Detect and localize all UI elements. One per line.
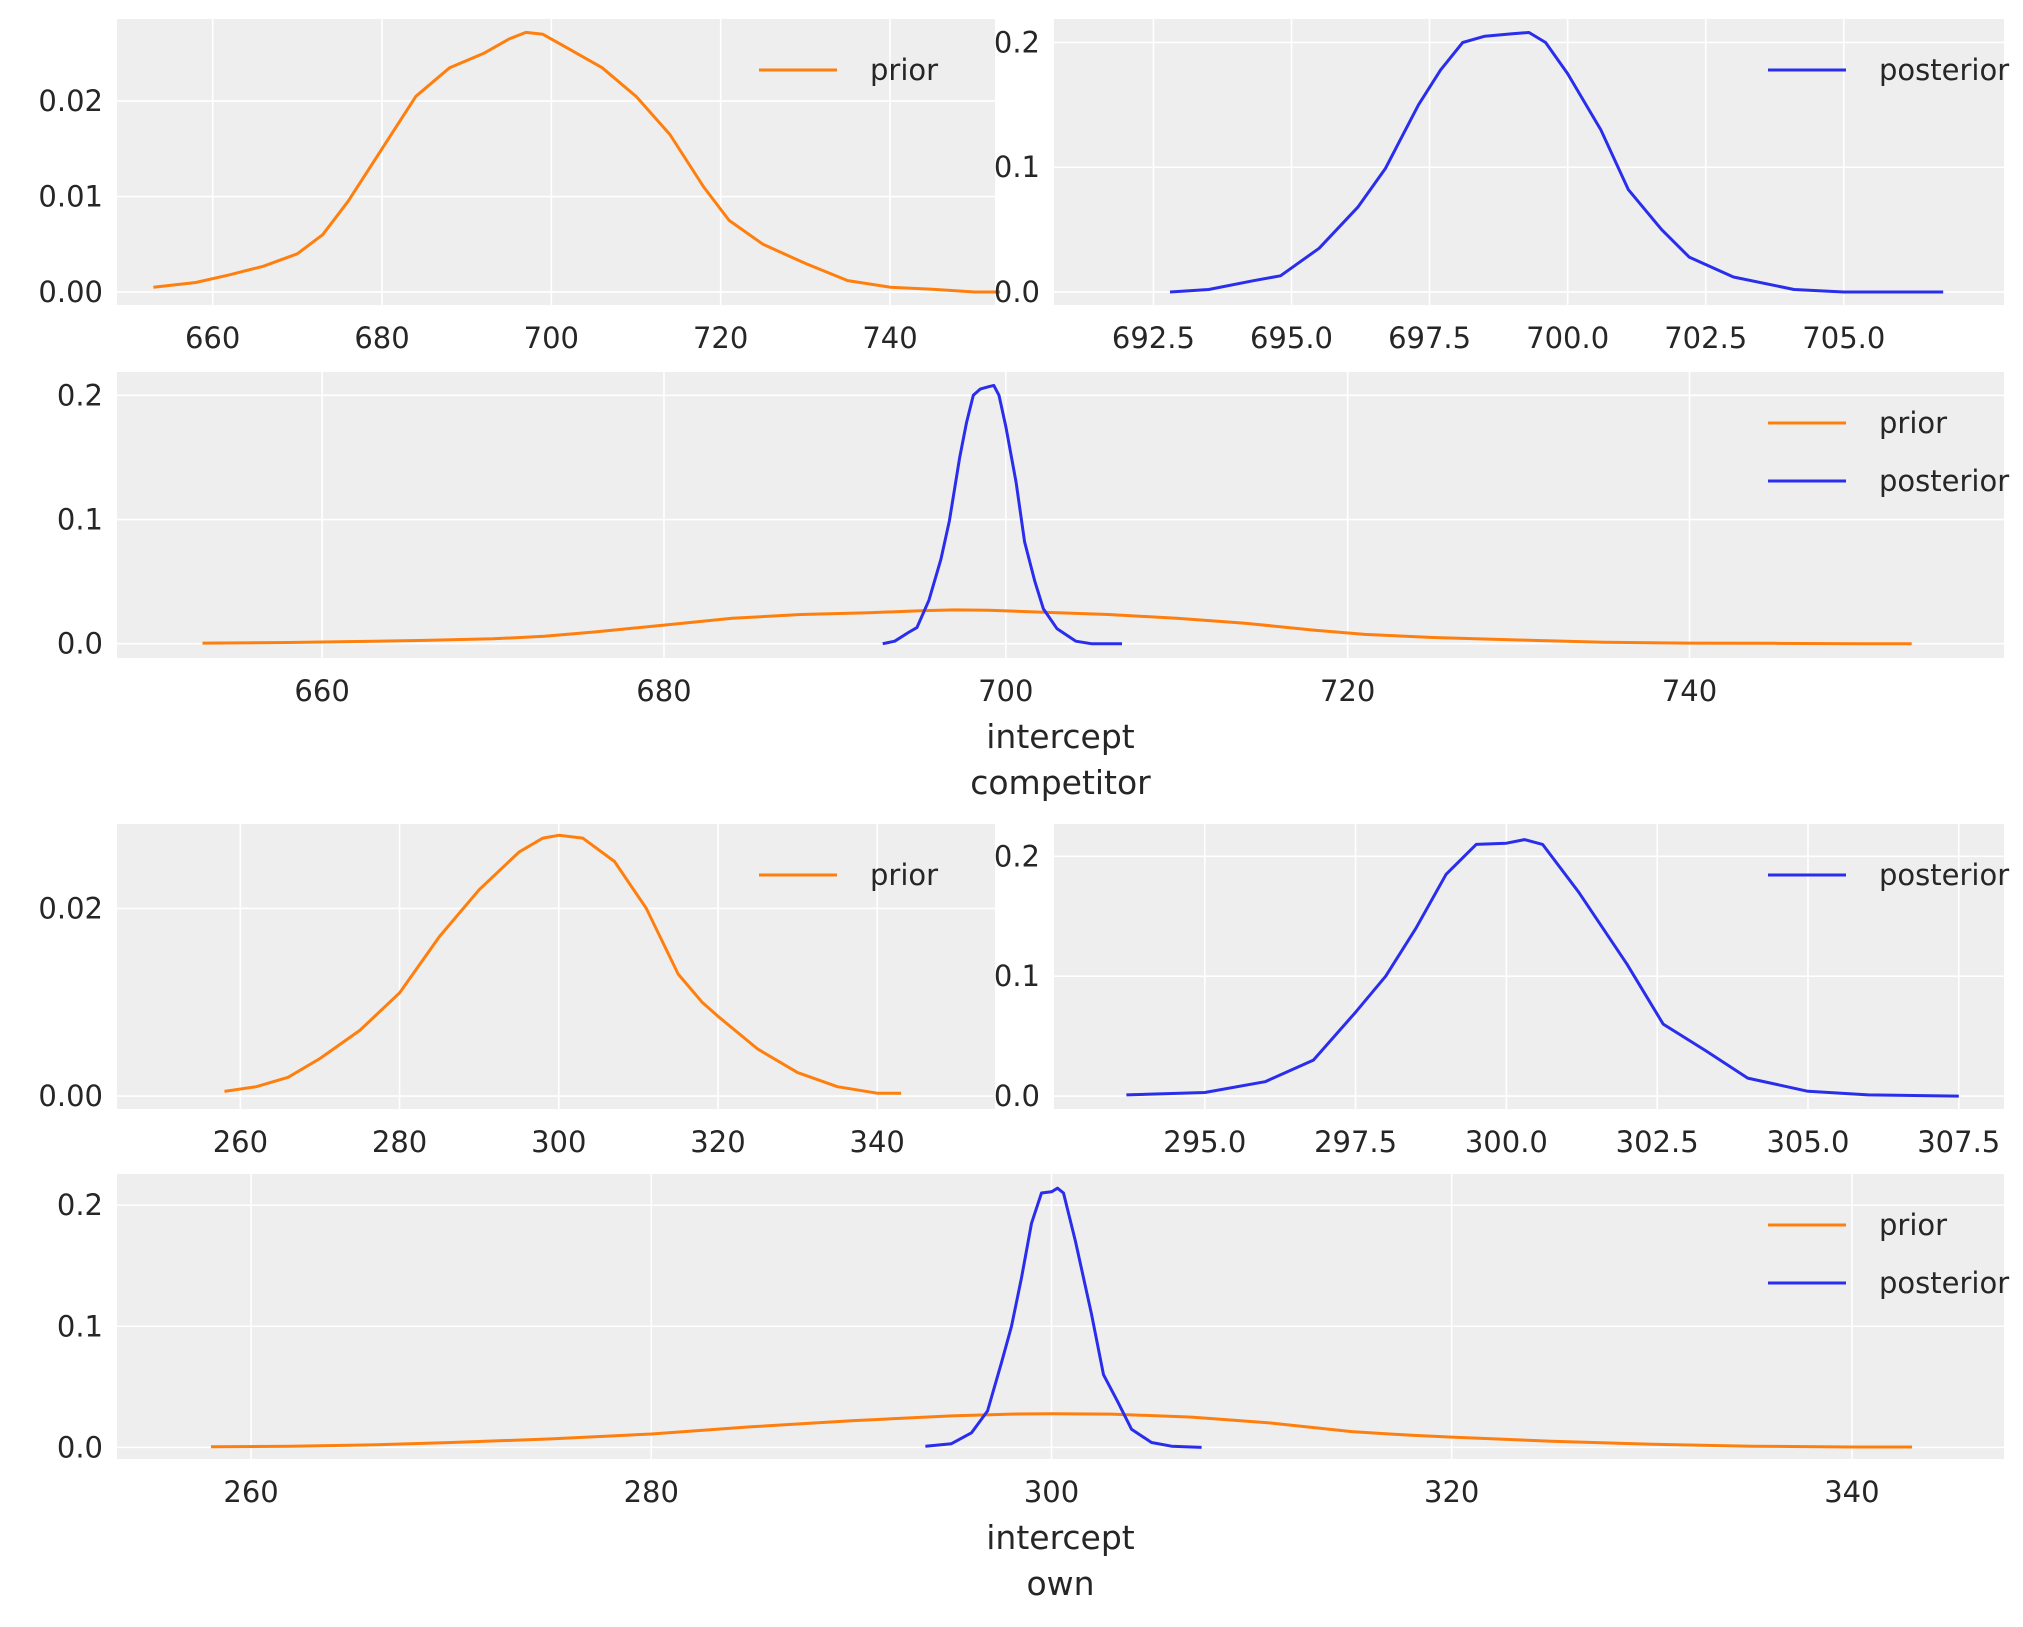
plot-area — [117, 372, 2004, 658]
y-tick-label: 0.02 — [38, 84, 103, 118]
x-tick-label: 340 — [1824, 1475, 1879, 1509]
subplot-1: 660 680 700 720 740 0.00 0.01 0.02 prior — [38, 19, 1001, 355]
subplot-3: 660 680 700 720 740 0.0 0.1 0.2 prior posterior in… — [57, 372, 2009, 802]
x-axis-label: competitor — [970, 763, 1151, 802]
posterior-line — [1126, 838, 1959, 1098]
y-tick-label: 0.00 — [38, 275, 103, 309]
plot-area — [1054, 19, 2004, 305]
x-tick-label: 700 — [524, 321, 579, 355]
x-tick-label: 320 — [1424, 1475, 1479, 1509]
legend: posterior — [1768, 858, 2009, 892]
x-tick-label: 660 — [185, 321, 240, 355]
x-tick-label: 700.0 — [1526, 321, 1609, 355]
posterior-line — [925, 1186, 1202, 1449]
y-tick-label: 0.0 — [57, 627, 103, 661]
legend-label-prior: prior — [1879, 1208, 1947, 1242]
x-tick-label: 260 — [213, 1125, 268, 1159]
legend-label-posterior: posterior — [1879, 464, 2009, 498]
x-tick-label: 695.0 — [1250, 321, 1333, 355]
subplot-6: 260 280 300 320 340 0.0 0.1 0.2 prior posterior in… — [57, 1174, 2009, 1603]
plot-area — [1054, 824, 2004, 1109]
x-tick-label: 740 — [862, 321, 917, 355]
x-tick-label: 307.5 — [1917, 1125, 2000, 1159]
legend-label-prior: prior — [1879, 406, 1947, 440]
x-tick-label: 300.0 — [1465, 1125, 1548, 1159]
y-tick-label: 0.0 — [994, 1079, 1040, 1113]
posterior-line — [882, 383, 1122, 646]
x-tick-label: 300 — [1024, 1475, 1079, 1509]
x-tick-label: 302.5 — [1616, 1125, 1699, 1159]
prior-line — [202, 608, 1912, 646]
x-tick-label: 740 — [1662, 674, 1717, 708]
legend: prior posterior — [1768, 1208, 2009, 1300]
posterior-line — [1169, 31, 1944, 294]
x-tick-label: 320 — [690, 1125, 745, 1159]
x-axis-label: intercept — [986, 1518, 1135, 1557]
x-tick-label: 700 — [978, 674, 1033, 708]
y-tick-label: 0.1 — [994, 959, 1040, 993]
legend-label-prior: prior — [870, 53, 938, 87]
prior-line — [224, 833, 902, 1095]
x-tick-label: 720 — [1320, 674, 1375, 708]
prior-line — [153, 30, 1001, 294]
subplot-5: 295.0 297.5 300.0 302.5 305.0 307.5 0.0 0.1 0.2 p… — [994, 824, 2009, 1159]
y-tick-label: 0.0 — [994, 275, 1040, 309]
y-tick-label: 0.1 — [57, 503, 103, 537]
x-axis-label: own — [1026, 1564, 1094, 1603]
y-tick-label: 0.1 — [994, 150, 1040, 184]
x-tick-label: 340 — [850, 1125, 905, 1159]
plot-area — [117, 19, 995, 305]
legend-label-posterior: posterior — [1879, 1266, 2009, 1300]
y-tick-label: 0.00 — [38, 1079, 103, 1113]
y-tick-label: 0.2 — [994, 25, 1040, 59]
y-tick-label: 0.2 — [57, 378, 103, 412]
x-tick-label: 697.5 — [1388, 321, 1471, 355]
x-tick-label: 260 — [223, 1475, 278, 1509]
legend-label-prior: prior — [870, 858, 938, 892]
x-tick-label: 702.5 — [1664, 321, 1747, 355]
x-tick-label: 297.5 — [1314, 1125, 1397, 1159]
x-tick-label: 680 — [636, 674, 691, 708]
x-tick-label: 295.0 — [1163, 1125, 1246, 1159]
legend: prior — [759, 53, 938, 87]
prior-line — [210, 1412, 1912, 1449]
legend-label-posterior: posterior — [1879, 858, 2009, 892]
legend: prior posterior — [1768, 406, 2009, 498]
plot-area — [117, 1174, 2004, 1459]
subplot-4: 260 280 300 320 340 0.00 0.02 prior — [38, 824, 995, 1159]
plot-area — [117, 824, 995, 1109]
x-tick-label: 705.0 — [1802, 321, 1885, 355]
y-tick-label: 0.2 — [994, 839, 1040, 873]
y-tick-label: 0.01 — [38, 180, 103, 214]
legend: prior — [759, 858, 938, 892]
legend-label-posterior: posterior — [1879, 53, 2009, 87]
x-tick-label: 280 — [372, 1125, 427, 1159]
y-tick-label: 0.2 — [57, 1188, 103, 1222]
subplot-2: 692.5 695.0 697.5 700.0 702.5 705.0 0.0 0.1 0.2 p… — [994, 19, 2009, 355]
y-tick-label: 0.02 — [38, 891, 103, 925]
x-axis-label: intercept — [986, 717, 1135, 756]
legend: posterior — [1768, 53, 2009, 87]
x-tick-label: 720 — [693, 321, 748, 355]
x-tick-label: 660 — [294, 674, 349, 708]
x-tick-label: 305.0 — [1766, 1125, 1849, 1159]
x-tick-label: 280 — [624, 1475, 679, 1509]
y-tick-label: 0.1 — [57, 1309, 103, 1343]
x-tick-label: 680 — [354, 321, 409, 355]
x-tick-label: 300 — [531, 1125, 586, 1159]
y-tick-label: 0.0 — [57, 1430, 103, 1464]
x-tick-label: 692.5 — [1112, 321, 1195, 355]
